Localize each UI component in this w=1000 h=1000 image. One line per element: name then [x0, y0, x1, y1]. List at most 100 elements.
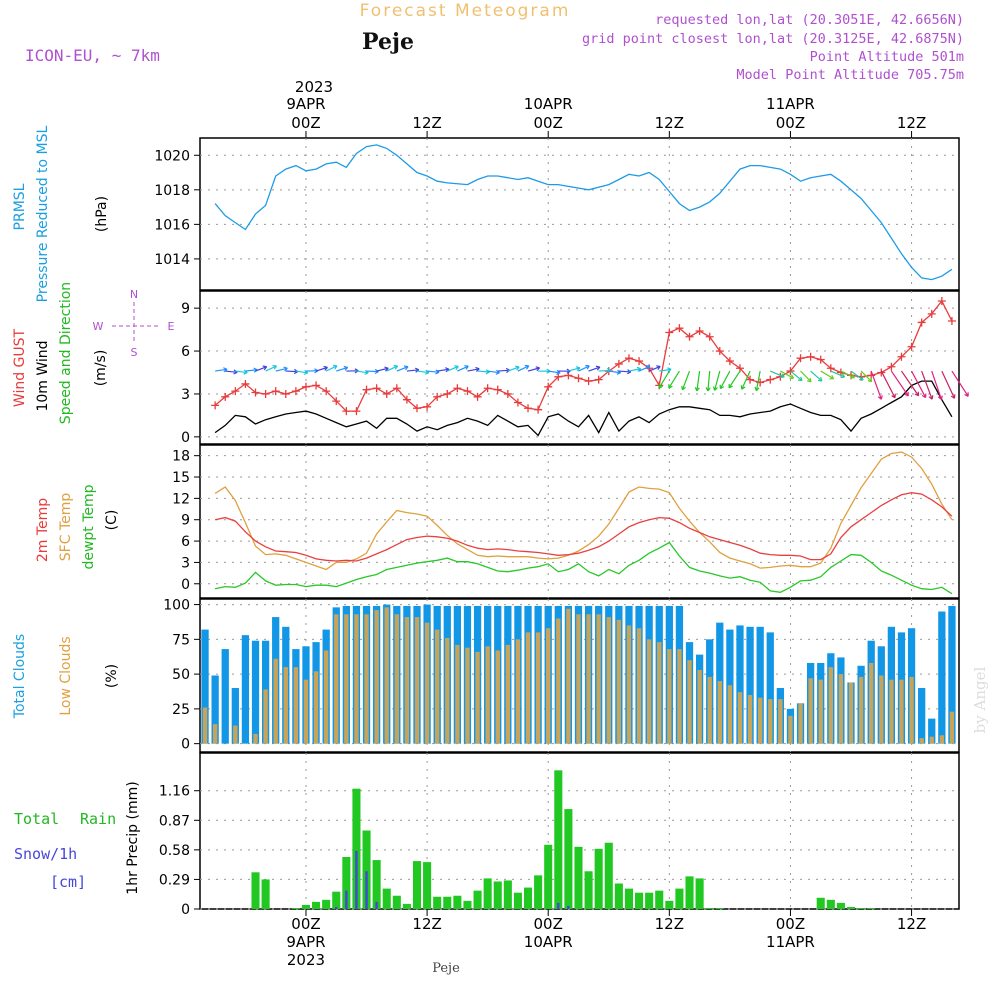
wind-direction-arrow — [714, 370, 721, 391]
rain-bar — [594, 848, 603, 909]
rain-bar — [836, 902, 845, 909]
wind-direction-arrowhead — [829, 374, 835, 380]
rain-bar — [523, 887, 533, 909]
wind-direction-arrowhead — [535, 366, 541, 372]
wind-direction-arrow — [628, 368, 641, 372]
wind-direction-arrowhead — [262, 365, 268, 371]
temperature-ytick-label: 0 — [181, 577, 190, 593]
rain-bar — [493, 881, 502, 909]
wind-direction-arrow — [447, 365, 459, 372]
wind-direction-arrowhead — [656, 365, 661, 370]
low-cloud-bar — [828, 667, 833, 744]
low-cloud-bar — [768, 699, 773, 744]
wind-gust-marker — [312, 381, 321, 390]
low-cloud-bar — [344, 614, 349, 744]
total-cloud-bar — [928, 718, 936, 744]
wind-direction-arrowhead — [705, 387, 711, 392]
total-cloud-bar — [736, 625, 744, 744]
wind-direction-arrow — [830, 370, 845, 378]
wind-gust-marker — [746, 375, 755, 384]
rain-bar — [705, 907, 714, 909]
wind-direction-arrowhead — [595, 365, 601, 371]
low-cloud-bar — [212, 724, 218, 744]
total-cloud-bar — [766, 632, 774, 744]
wind-direction-arrowhead — [806, 377, 812, 383]
temperature-ytick-label: 18 — [172, 449, 190, 465]
low-cloud-bar — [535, 632, 541, 744]
wind-gust-marker — [826, 364, 835, 373]
low-cloud-bar — [334, 614, 339, 744]
wind-gust-marker — [433, 392, 442, 401]
wind-direction-arrow — [770, 370, 785, 378]
wind-direction-arrowhead — [524, 364, 530, 370]
rain-bar — [635, 892, 644, 909]
wind-direction-arrow — [578, 365, 590, 372]
wind-direction-arrowhead — [867, 377, 873, 383]
wind-direction-arrow — [235, 370, 248, 374]
pressure-frame — [199, 137, 960, 291]
wind-gust-marker — [503, 389, 512, 398]
wind-gust-marker — [947, 317, 956, 326]
low-cloud-bar — [687, 660, 692, 744]
rain-bar — [695, 878, 704, 909]
rain-bar — [513, 892, 522, 909]
compass-e: E — [168, 320, 175, 333]
temperature-ytick-label: 9 — [181, 513, 190, 529]
low-cloud-bar — [919, 738, 924, 744]
wind-direction-arrow — [810, 370, 823, 382]
wind-direction-arrow — [696, 370, 701, 391]
snow-bar — [567, 905, 570, 909]
wind-direction-arrow — [820, 370, 834, 380]
wind-gust-marker — [291, 387, 300, 396]
chart-title: Forecast Meteogram — [360, 1, 571, 21]
requested-coords: requested lon,lat (20.3051E, 42.6656N) — [655, 12, 964, 28]
wind-direction-arrowhead — [515, 365, 520, 371]
wind-direction-arrowhead — [575, 366, 581, 372]
wind-direction-arrow — [568, 367, 581, 372]
wind-gust-marker — [423, 402, 432, 411]
pressure-ytick-label: 1018 — [154, 183, 190, 199]
wind-direction-arrow — [755, 370, 761, 391]
top-time-label: 10APR — [524, 95, 573, 113]
wind-gust-marker — [413, 404, 422, 413]
rain-bar — [624, 888, 633, 909]
rain-bar — [584, 871, 593, 909]
wind-direction-arrow — [638, 365, 651, 372]
low-cloud-bar — [455, 644, 460, 744]
wind-direction-arrow — [951, 370, 969, 397]
wind-direction-arrowhead — [719, 384, 725, 390]
wind-direction-arrow — [707, 371, 711, 392]
precip-unit: 1hr Precip (mm) — [125, 781, 141, 894]
low-cloud-bar — [323, 650, 329, 744]
wind-direction-arrow — [275, 367, 288, 372]
temp-2m-label: 2m Temp — [35, 498, 51, 562]
wind-gust-marker — [927, 309, 936, 318]
rain-bar — [503, 880, 512, 909]
wind-gust-marker — [473, 392, 482, 401]
wind-gust-marker — [574, 374, 583, 383]
low-cloud-bar — [939, 735, 945, 744]
total-cloud-bar — [241, 635, 250, 744]
wind-gust-marker — [584, 377, 593, 386]
wind-gust-marker — [322, 387, 331, 396]
low-cloud-bar — [858, 676, 864, 744]
wind-gust-marker — [221, 392, 230, 401]
rain-bar — [685, 876, 694, 909]
low-cloud-bar — [657, 642, 662, 744]
wind-direction-arrow — [719, 370, 731, 389]
wind-direction-arrow — [467, 368, 480, 372]
total-cloud-bar — [938, 611, 946, 744]
wind-direction-arrow — [659, 368, 672, 372]
location-title: Peje — [362, 29, 414, 55]
snow-bar — [375, 901, 378, 909]
wind-gust-marker — [261, 389, 270, 398]
low-cloud-bar — [838, 674, 844, 744]
wind-gust-marker — [463, 387, 472, 396]
low-cloud-bar — [576, 614, 581, 744]
low-cloud-bar — [313, 671, 319, 744]
wind-direction-arrow — [477, 370, 490, 373]
wind-direction-arrow — [245, 369, 258, 372]
wind-gust-marker — [594, 375, 603, 384]
compass-rose: N S W E — [93, 288, 175, 359]
